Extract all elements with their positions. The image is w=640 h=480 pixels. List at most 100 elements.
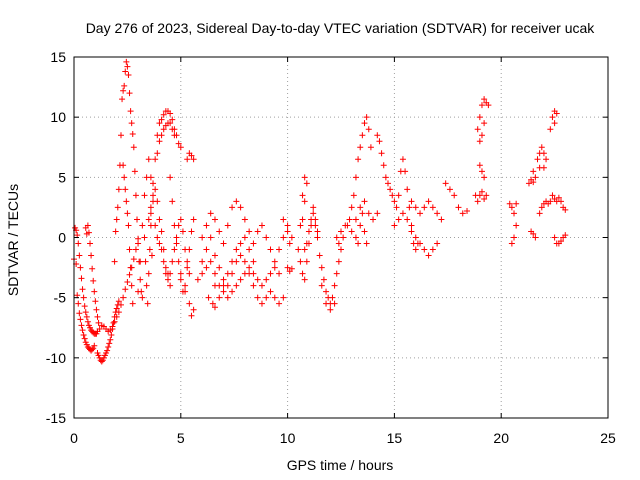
y-tick-label: 15 bbox=[50, 49, 66, 65]
data-point bbox=[182, 288, 189, 295]
data-point bbox=[254, 228, 261, 235]
data-point bbox=[391, 198, 398, 205]
data-point bbox=[301, 246, 308, 253]
data-point bbox=[327, 306, 334, 313]
data-point bbox=[152, 186, 159, 193]
data-point bbox=[147, 204, 154, 211]
data-point bbox=[91, 288, 98, 295]
data-point bbox=[562, 206, 569, 213]
data-point bbox=[395, 216, 402, 223]
data-point bbox=[216, 264, 223, 271]
x-tick-label: 15 bbox=[387, 430, 403, 446]
data-point bbox=[122, 186, 129, 193]
data-point bbox=[124, 210, 131, 217]
data-point bbox=[81, 335, 88, 342]
data-point bbox=[323, 288, 330, 295]
data-point bbox=[171, 222, 178, 229]
data-point bbox=[271, 258, 278, 265]
data-point bbox=[357, 222, 364, 229]
data-point bbox=[139, 294, 146, 301]
y-tick-labels: -15 -10 -5 0 5 10 15 bbox=[46, 49, 66, 426]
data-point bbox=[167, 282, 174, 289]
data-point bbox=[246, 246, 253, 253]
data-point bbox=[361, 198, 368, 205]
data-point bbox=[88, 252, 95, 259]
data-point bbox=[352, 216, 359, 223]
data-point bbox=[131, 168, 138, 175]
data-point bbox=[132, 192, 139, 199]
data-point bbox=[340, 234, 347, 241]
data-point bbox=[137, 258, 144, 265]
data-point bbox=[186, 246, 193, 253]
data-point bbox=[540, 150, 547, 157]
data-point bbox=[352, 174, 359, 181]
data-point bbox=[177, 144, 184, 151]
data-point bbox=[442, 180, 449, 187]
data-point bbox=[139, 222, 146, 229]
data-point bbox=[276, 300, 283, 307]
data-point bbox=[158, 132, 165, 139]
data-point bbox=[115, 186, 122, 193]
y-tick-label: -5 bbox=[54, 290, 67, 306]
data-point bbox=[87, 240, 94, 247]
data-point bbox=[106, 340, 113, 347]
data-point bbox=[148, 252, 155, 259]
y-tick-label: -10 bbox=[46, 350, 66, 366]
data-point bbox=[77, 316, 84, 323]
data-point bbox=[399, 156, 406, 163]
data-point bbox=[186, 270, 193, 277]
data-point bbox=[478, 102, 485, 109]
data-point bbox=[154, 234, 161, 241]
data-point bbox=[237, 240, 244, 247]
data-point bbox=[220, 240, 227, 247]
data-point bbox=[481, 174, 488, 181]
x-tick-label: 5 bbox=[177, 430, 185, 446]
data-point bbox=[464, 208, 471, 215]
data-point bbox=[558, 238, 565, 245]
data-point bbox=[476, 192, 483, 199]
data-point bbox=[367, 144, 374, 151]
data-point bbox=[483, 192, 490, 199]
data-point bbox=[553, 110, 560, 117]
data-point bbox=[303, 240, 310, 247]
data-point bbox=[301, 198, 308, 205]
data-point bbox=[318, 282, 325, 289]
y-axis-label: SDTVAR / TECUs bbox=[5, 184, 21, 296]
data-point bbox=[119, 96, 126, 103]
x-axis-label: GPS time / hours bbox=[287, 457, 394, 473]
data-point bbox=[177, 216, 184, 223]
data-point bbox=[121, 82, 128, 89]
data-point bbox=[112, 228, 119, 235]
data-point bbox=[551, 120, 558, 127]
data-point bbox=[207, 210, 214, 217]
data-point bbox=[147, 174, 154, 181]
data-point bbox=[286, 240, 293, 247]
data-point bbox=[220, 276, 227, 283]
data-point bbox=[199, 270, 206, 277]
data-point bbox=[96, 325, 103, 332]
data-point bbox=[417, 240, 424, 247]
data-point bbox=[130, 256, 137, 263]
data-point bbox=[538, 204, 545, 211]
data-point bbox=[365, 210, 372, 217]
data-point bbox=[160, 258, 167, 265]
data-point bbox=[378, 150, 385, 157]
data-point bbox=[79, 286, 86, 293]
data-point bbox=[128, 120, 135, 127]
data-point bbox=[558, 198, 565, 205]
data-point bbox=[107, 327, 114, 334]
data-point bbox=[167, 120, 174, 127]
data-point bbox=[169, 258, 176, 265]
data-point bbox=[233, 198, 240, 205]
data-point bbox=[83, 313, 90, 320]
data-point bbox=[207, 258, 214, 265]
data-point bbox=[173, 240, 180, 247]
data-point bbox=[154, 198, 161, 205]
data-point bbox=[120, 87, 127, 94]
data-point bbox=[361, 120, 368, 127]
x-tick-label: 25 bbox=[600, 430, 616, 446]
data-point bbox=[237, 276, 244, 283]
data-point bbox=[224, 222, 231, 229]
data-point bbox=[361, 228, 368, 235]
data-point bbox=[110, 319, 117, 326]
